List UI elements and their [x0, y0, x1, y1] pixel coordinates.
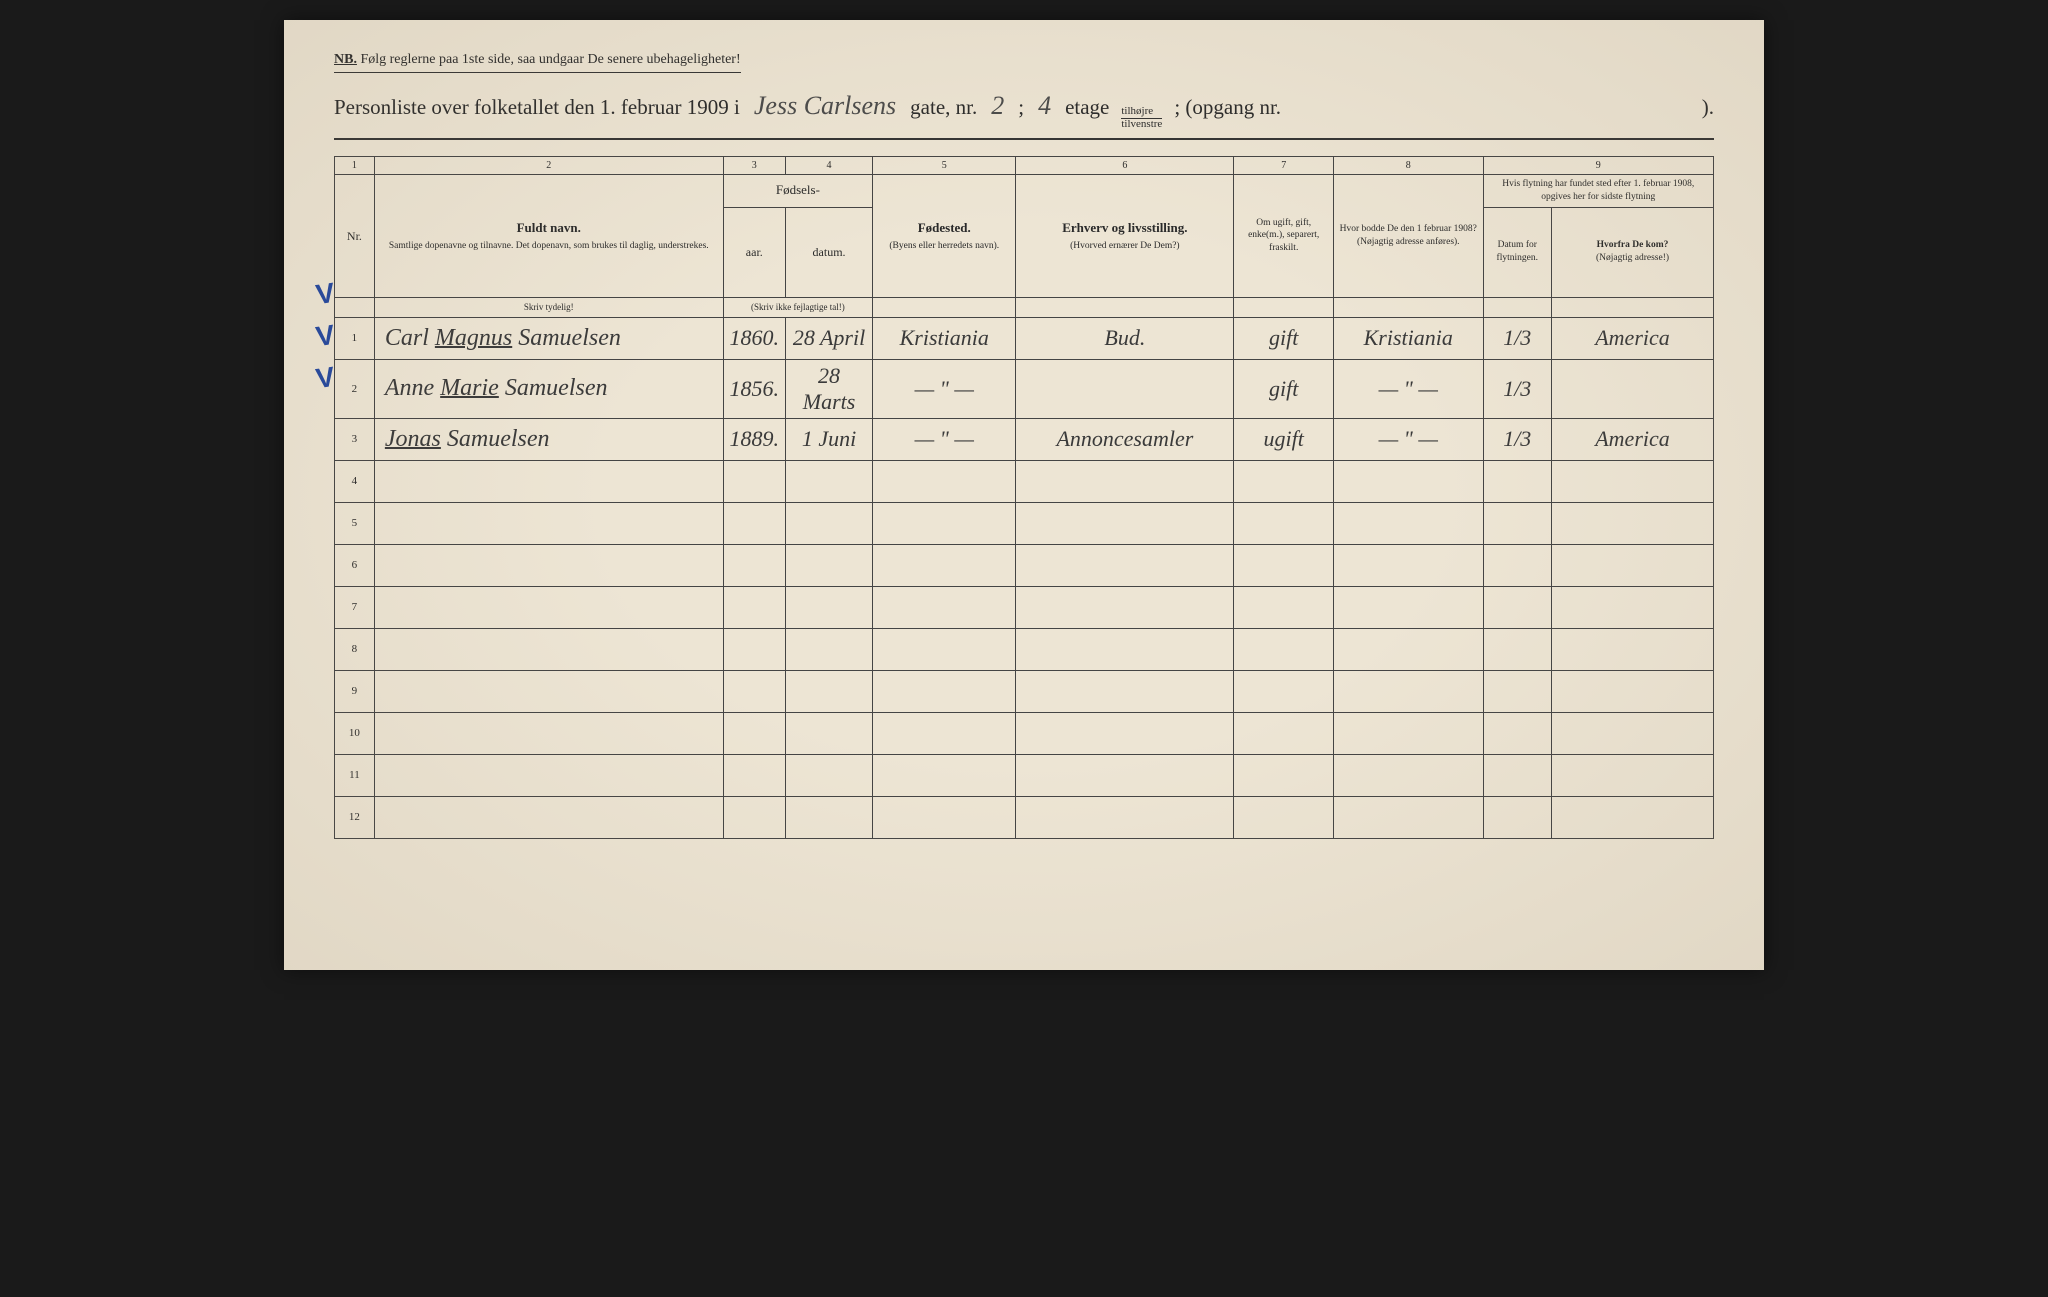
row-number: 10: [335, 712, 375, 754]
etage-value: 4: [1032, 91, 1057, 121]
col-nr: Nr.: [335, 175, 375, 298]
gate-nr: 2: [985, 91, 1010, 121]
side-fraction: tilhøjre tilvenstre: [1121, 106, 1162, 130]
marital-cell: gift: [1234, 317, 1334, 359]
occupation-cell: Annoncesamler: [1016, 418, 1234, 460]
table-row: 3 Jonas Samuelsen 1889. 1 Juni — " — Ann…: [335, 418, 1714, 460]
row-number: 5: [335, 502, 375, 544]
addr1908-cell: — " —: [1334, 359, 1483, 418]
census-table: 1 2 3 4 5 6 7 8 9 Nr. Fuldt navn. Samtli…: [334, 156, 1714, 839]
row-number: 6: [335, 544, 375, 586]
place-cell: — " —: [873, 418, 1016, 460]
name-cell: Carl Magnus Samuelsen: [374, 317, 723, 359]
date-cell: 1 Juni: [785, 418, 872, 460]
from-cell: America: [1552, 418, 1714, 460]
census-page: NB. Følg reglerne paa 1ste side, saa und…: [284, 20, 1764, 970]
year-cell: 1856.: [723, 359, 785, 418]
year-cell: 1889.: [723, 418, 785, 460]
row-number: 4: [335, 460, 375, 502]
nb-label: NB.: [334, 52, 357, 67]
table-row: 5: [335, 502, 1714, 544]
addr1908-cell: — " —: [1334, 418, 1483, 460]
col-addr1908: Hvor bodde De den 1 februar 1908? (Nøjag…: [1334, 175, 1483, 298]
from-cell: America: [1552, 317, 1714, 359]
opgang-label: ; (opgang nr.: [1174, 95, 1281, 120]
header-row: Nr. Fuldt navn. Samtlige dopenavne og ti…: [335, 175, 1714, 208]
row-number: 8: [335, 628, 375, 670]
from-cell: [1552, 359, 1714, 418]
column-number-row: 1 2 3 4 5 6 7 8 9: [335, 157, 1714, 175]
table-row: 8: [335, 628, 1714, 670]
sep: ;: [1018, 95, 1024, 120]
name-cell: Jonas Samuelsen: [374, 418, 723, 460]
gate-label: gate, nr.: [910, 95, 977, 120]
marital-cell: gift: [1234, 359, 1334, 418]
place-cell: — " —: [873, 359, 1016, 418]
name-cell: Anne Marie Samuelsen: [374, 359, 723, 418]
row-number: 1: [335, 317, 375, 359]
marital-cell: ugift: [1234, 418, 1334, 460]
occupation-cell: Bud.: [1016, 317, 1234, 359]
col-marital: Om ugift, gift, enke(m.), separert, fras…: [1234, 175, 1334, 298]
col-place: Fødested. (Byens eller herredets navn).: [873, 175, 1016, 298]
place-cell: Kristiania: [873, 317, 1016, 359]
row-number: 7: [335, 586, 375, 628]
etage-label: etage: [1065, 95, 1109, 120]
movedate-cell: 1/3: [1483, 317, 1552, 359]
instruction-row: Skriv tydelig! (Skriv ikke fejlagtige ta…: [335, 297, 1714, 317]
title-line: Personliste over folketallet den 1. febr…: [334, 91, 1714, 140]
row-number: 12: [335, 796, 375, 838]
row-number: 9: [335, 670, 375, 712]
table-row: 11: [335, 754, 1714, 796]
col-moved-group: Hvis flytning har fundet sted efter 1. f…: [1483, 175, 1714, 208]
row-number: 3: [335, 418, 375, 460]
table-row: 6: [335, 544, 1714, 586]
table-row: 7: [335, 586, 1714, 628]
table-row: 9: [335, 670, 1714, 712]
col-move-date: Datum for flytningen.: [1483, 207, 1552, 297]
street-name: Jess Carlsens: [748, 91, 902, 121]
col-move-from: Hvorfra De kom? (Nøjagtig adresse!): [1552, 207, 1714, 297]
row-number: 2: [335, 359, 375, 418]
table-row: 12: [335, 796, 1714, 838]
year-cell: 1860.: [723, 317, 785, 359]
date-cell: 28 April: [785, 317, 872, 359]
checkmark-icon: V: [314, 319, 337, 353]
date-cell: 28 Marts: [785, 359, 872, 418]
title-prefix: Personliste over folketallet den 1. febr…: [334, 95, 740, 120]
table-row: 1 Carl Magnus Samuelsen 1860. 28 April K…: [335, 317, 1714, 359]
nb-text: Følg reglerne paa 1ste side, saa undgaar…: [360, 52, 740, 67]
row-number: 11: [335, 754, 375, 796]
table-row: 4: [335, 460, 1714, 502]
addr1908-cell: Kristiania: [1334, 317, 1483, 359]
col-occupation: Erhverv og livsstilling. (Hvorved ernære…: [1016, 175, 1234, 298]
col-name: Fuldt navn. Samtlige dopenavne og tilnav…: [374, 175, 723, 298]
table-row: 2 Anne Marie Samuelsen 1856. 28 Marts — …: [335, 359, 1714, 418]
col-year: aar.: [723, 207, 785, 297]
table-row: 10: [335, 712, 1714, 754]
col-birth-group: Fødsels-: [723, 175, 872, 208]
col-date: datum.: [785, 207, 872, 297]
occupation-cell: [1016, 359, 1234, 418]
checkmark-icon: V: [314, 277, 337, 311]
nb-line: NB. Følg reglerne paa 1ste side, saa und…: [334, 52, 741, 73]
movedate-cell: 1/3: [1483, 418, 1552, 460]
movedate-cell: 1/3: [1483, 359, 1552, 418]
checkmark-icon: V: [314, 361, 337, 395]
closing: ).: [1702, 95, 1714, 120]
